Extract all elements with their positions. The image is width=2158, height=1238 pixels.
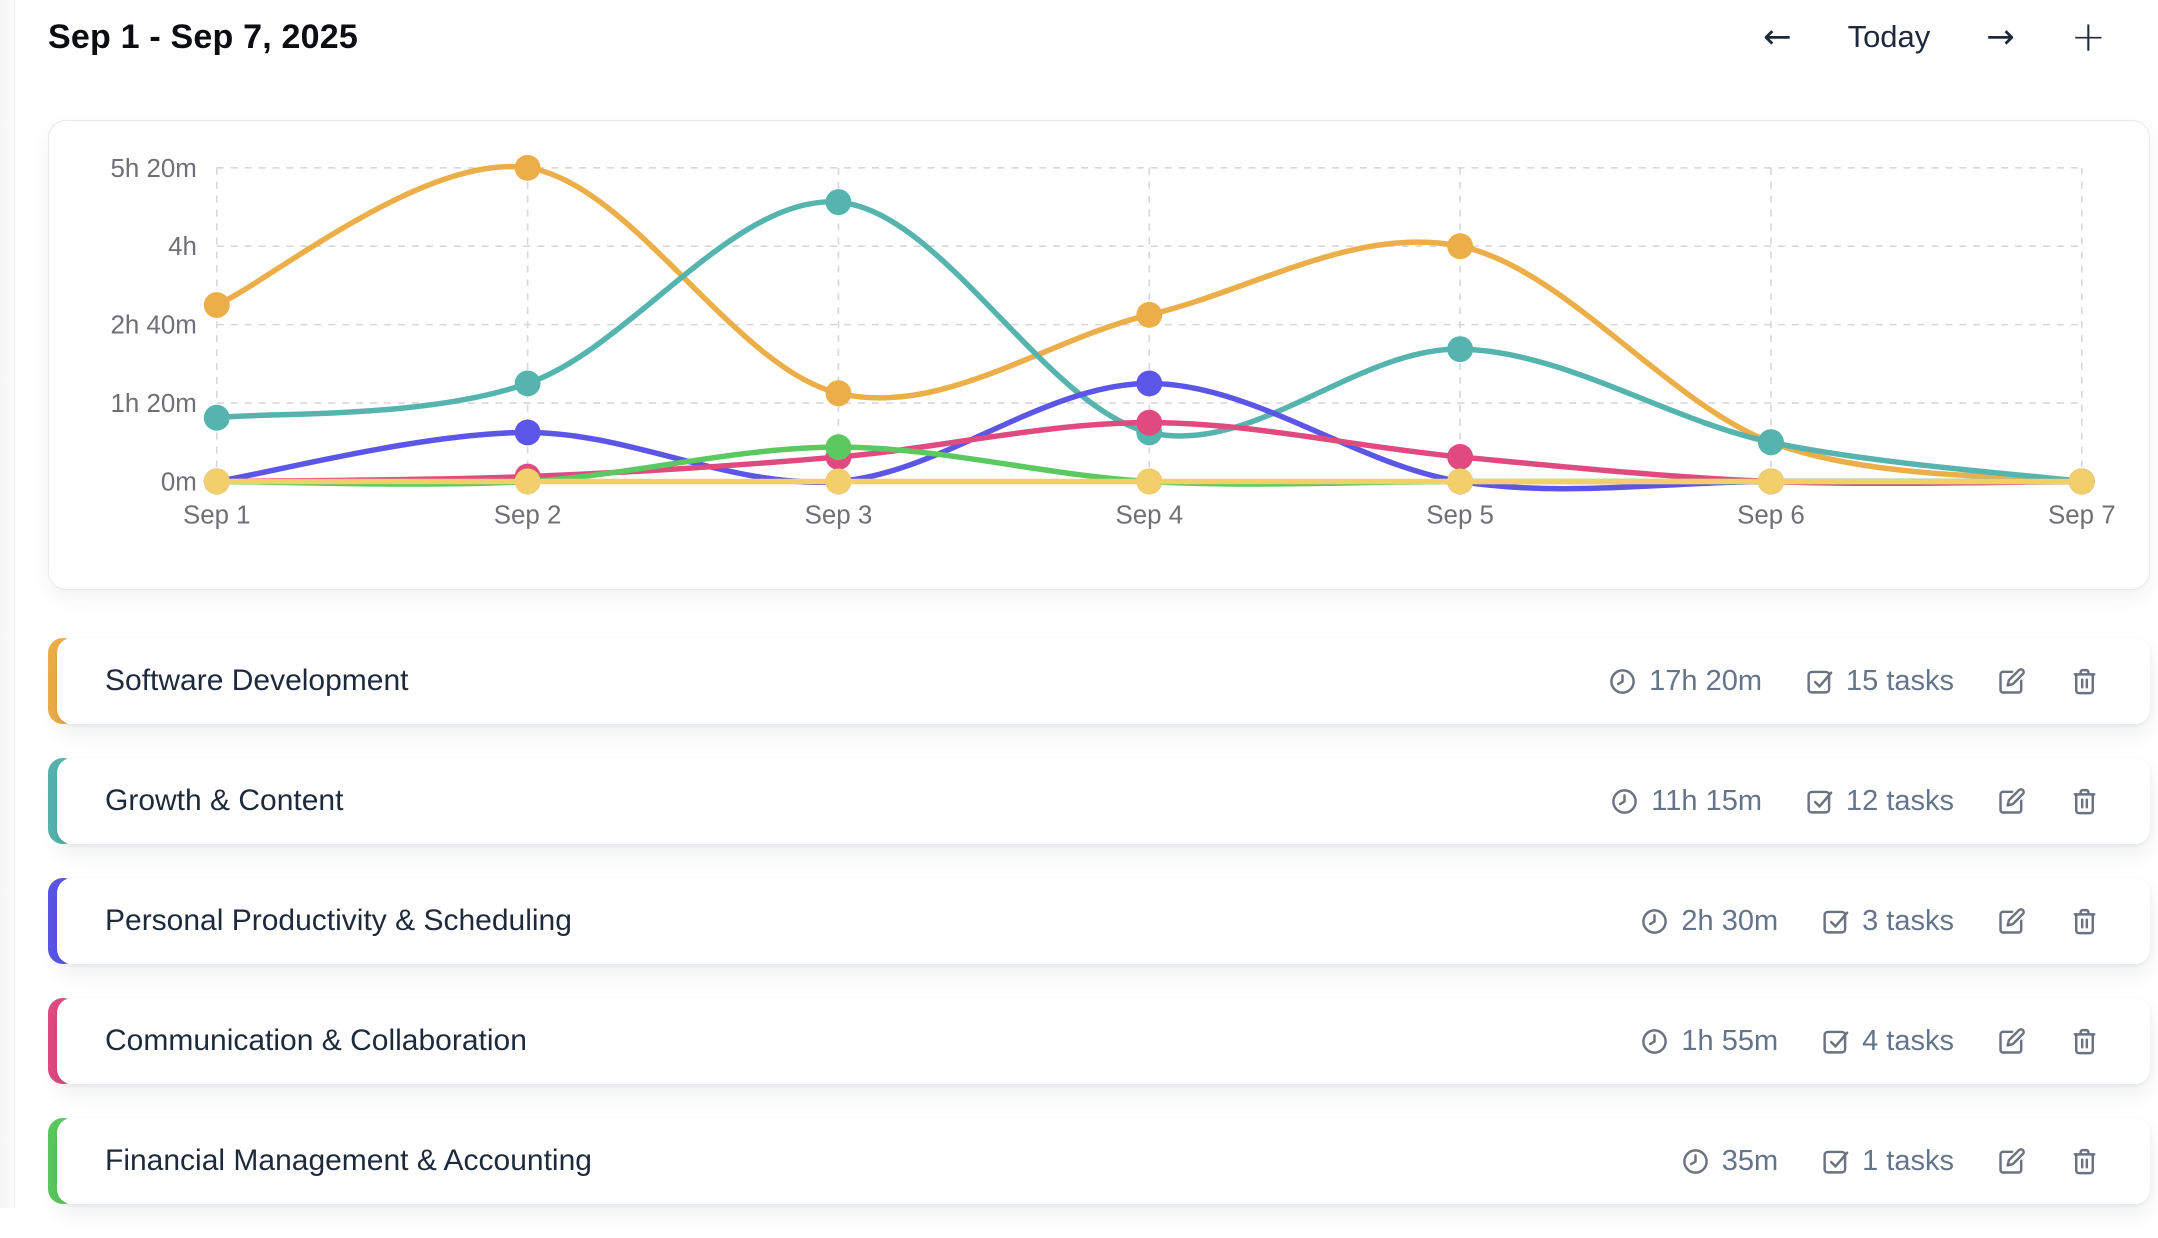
- page-title: Sep 1 - Sep 7, 2025: [48, 18, 358, 57]
- edit-category-button[interactable]: [1996, 1146, 2027, 1177]
- clock-icon: [1639, 906, 1670, 937]
- svg-text:Sep 6: Sep 6: [1737, 501, 1805, 529]
- previous-week-button[interactable]: ←: [1763, 20, 1792, 54]
- category-card[interactable]: Financial Management & Accounting 35m 1 …: [48, 1118, 2150, 1204]
- tasks-stat: 15 tasks: [1804, 665, 1954, 698]
- category-name: Software Development: [105, 664, 409, 698]
- category-card[interactable]: Growth & Content 11h 15m 12 tasks: [48, 758, 2150, 844]
- check-square-icon: [1820, 1026, 1851, 1057]
- category-name: Communication & Collaboration: [105, 1024, 527, 1058]
- svg-text:5h 20m: 5h 20m: [111, 155, 197, 183]
- category-name: Financial Management & Accounting: [105, 1144, 592, 1178]
- delete-category-button[interactable]: [2069, 906, 2100, 937]
- delete-category-button[interactable]: [2069, 1146, 2100, 1177]
- time-value: 1h 55m: [1681, 1025, 1778, 1058]
- check-square-icon: [1804, 666, 1835, 697]
- check-square-icon: [1820, 1146, 1851, 1177]
- today-button[interactable]: Today: [1848, 19, 1931, 55]
- clock-icon: [1680, 1146, 1711, 1177]
- clock-icon: [1607, 666, 1638, 697]
- svg-text:4h: 4h: [168, 233, 197, 261]
- tasks-count: 3 tasks: [1862, 905, 1954, 938]
- trash-icon: [2069, 906, 2100, 937]
- edit-category-button[interactable]: [1996, 1026, 2027, 1057]
- category-card[interactable]: Personal Productivity & Scheduling 2h 30…: [48, 878, 2150, 964]
- delete-category-button[interactable]: [2069, 786, 2100, 817]
- edit-icon: [1996, 1026, 2027, 1057]
- add-category-button[interactable]: +: [2071, 16, 2106, 58]
- category-name: Growth & Content: [105, 784, 343, 818]
- clock-icon: [1609, 786, 1640, 817]
- time-stat: 17h 20m: [1607, 665, 1762, 698]
- check-square-icon: [1820, 906, 1851, 937]
- svg-text:1h 20m: 1h 20m: [111, 390, 197, 418]
- delete-category-button[interactable]: [2069, 1026, 2100, 1057]
- tasks-count: 15 tasks: [1846, 665, 1954, 698]
- header: Sep 1 - Sep 7, 2025 ← Today → +: [16, 0, 2158, 58]
- svg-text:Sep 1: Sep 1: [183, 501, 251, 529]
- main-content: Sep 1 - Sep 7, 2025 ← Today → + 5h 20m 4h…: [16, 0, 2158, 1208]
- edit-icon: [1996, 906, 2027, 937]
- edit-category-button[interactable]: [1996, 906, 2027, 937]
- edit-category-button[interactable]: [1996, 786, 2027, 817]
- edit-category-button[interactable]: [1996, 666, 2027, 697]
- tasks-stat: 1 tasks: [1820, 1145, 1954, 1178]
- svg-text:Sep 5: Sep 5: [1426, 501, 1494, 529]
- time-value: 2h 30m: [1681, 905, 1778, 938]
- time-stat: 35m: [1680, 1145, 1778, 1178]
- category-card[interactable]: Communication & Collaboration 1h 55m 4 t…: [48, 998, 2150, 1084]
- tasks-count: 4 tasks: [1862, 1025, 1954, 1058]
- trash-icon: [2069, 1026, 2100, 1057]
- category-list: Software Development 17h 20m 15 tasks: [48, 638, 2150, 1238]
- tasks-count: 12 tasks: [1846, 785, 1954, 818]
- check-square-icon: [1804, 786, 1835, 817]
- category-name: Personal Productivity & Scheduling: [105, 904, 572, 938]
- svg-text:Sep 7: Sep 7: [2048, 501, 2116, 529]
- svg-text:Sep 3: Sep 3: [805, 501, 873, 529]
- week-navigation: ← Today → +: [1763, 16, 2106, 58]
- category-card[interactable]: Software Development 17h 20m 15 tasks: [48, 638, 2150, 724]
- time-stat: 1h 55m: [1639, 1025, 1778, 1058]
- time-stat: 11h 15m: [1609, 785, 1762, 818]
- time-value: 11h 15m: [1651, 785, 1762, 818]
- weekly-hours-line-chart: 5h 20m 4h 2h 40m 1h 20m 0m Sep 1 Sep 2 Sep 3 Sep…: [49, 121, 2149, 589]
- trash-icon: [2069, 1146, 2100, 1177]
- tasks-stat: 12 tasks: [1804, 785, 1954, 818]
- time-value: 17h 20m: [1649, 665, 1762, 698]
- trash-icon: [2069, 786, 2100, 817]
- tasks-stat: 4 tasks: [1820, 1025, 1954, 1058]
- svg-text:0m: 0m: [161, 468, 197, 496]
- time-value: 35m: [1722, 1145, 1778, 1178]
- svg-text:2h 40m: 2h 40m: [111, 312, 197, 340]
- next-week-button[interactable]: →: [1986, 20, 2015, 54]
- clock-icon: [1639, 1026, 1670, 1057]
- tasks-stat: 3 tasks: [1820, 905, 1954, 938]
- trash-icon: [2069, 666, 2100, 697]
- weekly-hours-chart-card: 5h 20m 4h 2h 40m 1h 20m 0m Sep 1 Sep 2 Sep 3 Sep…: [48, 120, 2150, 590]
- delete-category-button[interactable]: [2069, 666, 2100, 697]
- tasks-count: 1 tasks: [1862, 1145, 1954, 1178]
- edit-icon: [1996, 666, 2027, 697]
- time-stat: 2h 30m: [1639, 905, 1778, 938]
- svg-text:Sep 2: Sep 2: [494, 501, 562, 529]
- edit-icon: [1996, 786, 2027, 817]
- left-panel-edge: [0, 0, 15, 1208]
- edit-icon: [1996, 1146, 2027, 1177]
- svg-text:Sep 4: Sep 4: [1115, 501, 1183, 529]
